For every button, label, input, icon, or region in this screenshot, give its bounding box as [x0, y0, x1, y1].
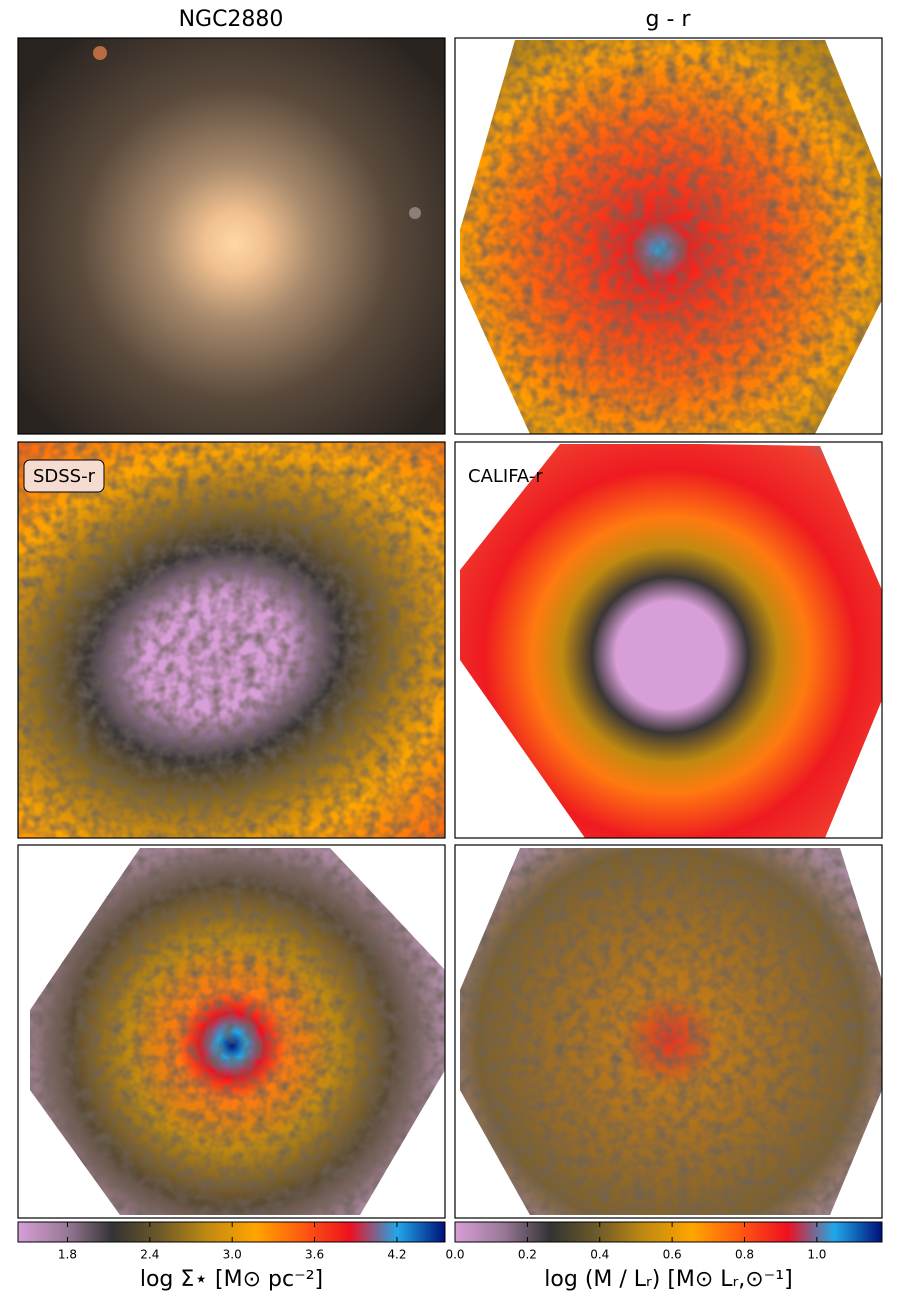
- tick-label: 1.0: [807, 1248, 826, 1262]
- tick-label: 3.0: [223, 1248, 242, 1262]
- star: [93, 46, 107, 60]
- colorbar-label: log (M / Lᵣ) [M⊙ Lᵣ,⊙⁻¹]: [544, 1267, 792, 1292]
- tick-label: 0.4: [590, 1248, 609, 1262]
- panel-frame: [17, 37, 446, 435]
- tick-label: 1.8: [58, 1248, 77, 1262]
- tick-label: 4.2: [387, 1248, 406, 1262]
- colorbar: [17, 1221, 446, 1243]
- tick-label: 0.2: [518, 1248, 537, 1262]
- panel-title: NGC2880: [179, 7, 284, 32]
- texture: [460, 848, 882, 1215]
- label-box: [23, 459, 105, 493]
- tick-label: 0.6: [663, 1248, 682, 1262]
- tick-label: 2.4: [140, 1248, 159, 1262]
- tick-label: 0.0: [445, 1248, 464, 1262]
- panel-label: CALIFA-r: [468, 466, 543, 487]
- photo-image: [18, 38, 445, 434]
- panel-frame: [454, 441, 883, 839]
- texture: [30, 848, 445, 1215]
- colorbar-label: log Σ⋆ [M⊙ pc⁻²]: [140, 1267, 323, 1292]
- tick-label: 3.6: [305, 1248, 324, 1262]
- panel-frame: [454, 844, 883, 1219]
- panel-label: SDSS-r: [33, 466, 96, 487]
- texture: [460, 40, 882, 434]
- tick-label: 0.8: [735, 1248, 754, 1262]
- panel-title: g - r: [646, 7, 692, 32]
- colorbar: [454, 1221, 883, 1243]
- panel-frame: [454, 37, 883, 435]
- star: [409, 207, 421, 219]
- texture: [18, 442, 445, 838]
- panel-frame: [17, 441, 446, 839]
- panel-frame: [17, 844, 446, 1219]
- mass-map: [460, 444, 882, 838]
